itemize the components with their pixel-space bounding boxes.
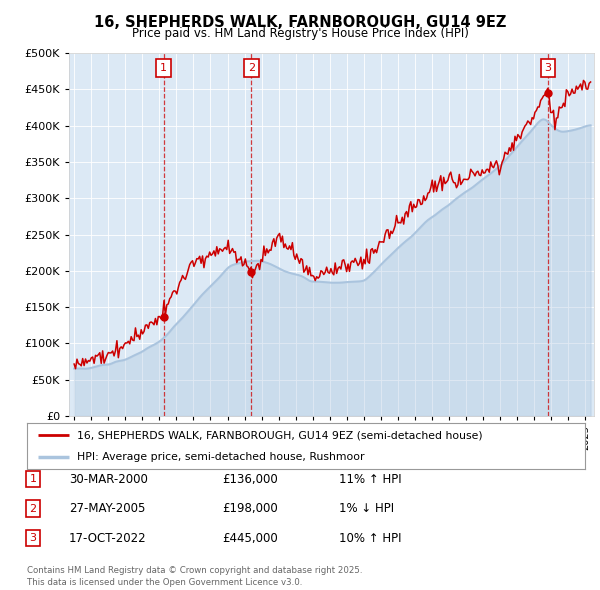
Text: 11% ↑ HPI: 11% ↑ HPI [339,473,401,486]
Text: 3: 3 [544,63,551,73]
Text: £136,000: £136,000 [222,473,278,486]
Text: HPI: Average price, semi-detached house, Rushmoor: HPI: Average price, semi-detached house,… [77,451,365,461]
Text: £198,000: £198,000 [222,502,278,515]
Text: 2: 2 [29,504,37,513]
Text: 10% ↑ HPI: 10% ↑ HPI [339,532,401,545]
Text: 16, SHEPHERDS WALK, FARNBOROUGH, GU14 9EZ: 16, SHEPHERDS WALK, FARNBOROUGH, GU14 9E… [94,15,506,30]
Text: 30-MAR-2000: 30-MAR-2000 [69,473,148,486]
Text: £445,000: £445,000 [222,532,278,545]
Text: 1: 1 [160,63,167,73]
Text: 1: 1 [29,474,37,484]
Text: 16, SHEPHERDS WALK, FARNBOROUGH, GU14 9EZ (semi-detached house): 16, SHEPHERDS WALK, FARNBOROUGH, GU14 9E… [77,431,483,441]
Text: 2: 2 [248,63,255,73]
Text: Price paid vs. HM Land Registry's House Price Index (HPI): Price paid vs. HM Land Registry's House … [131,27,469,40]
Text: Contains HM Land Registry data © Crown copyright and database right 2025.
This d: Contains HM Land Registry data © Crown c… [27,566,362,587]
Text: 27-MAY-2005: 27-MAY-2005 [69,502,145,515]
Text: 17-OCT-2022: 17-OCT-2022 [69,532,146,545]
Text: 1% ↓ HPI: 1% ↓ HPI [339,502,394,515]
Text: 3: 3 [29,533,37,543]
